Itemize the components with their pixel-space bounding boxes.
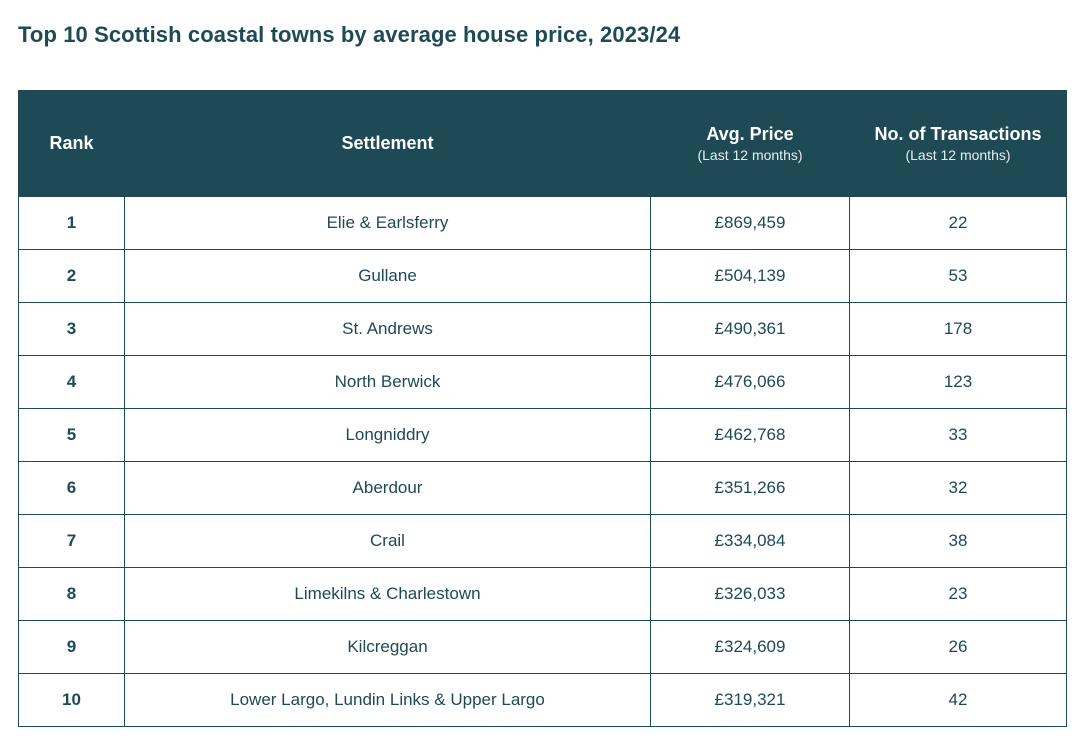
cell-transactions: 22 bbox=[849, 196, 1067, 250]
cell-transactions: 38 bbox=[849, 514, 1067, 568]
cell-avg-price: £351,266 bbox=[650, 461, 850, 515]
cell-settlement: Crail bbox=[124, 514, 651, 568]
header-transactions-sublabel: (Last 12 months) bbox=[905, 147, 1011, 163]
cell-avg-price: £326,033 bbox=[650, 567, 850, 621]
cell-settlement: St. Andrews bbox=[124, 302, 651, 356]
header-avg-price: Avg. Price (Last 12 months) bbox=[650, 90, 850, 197]
cell-rank: 1 bbox=[18, 196, 125, 250]
cell-settlement: Kilcreggan bbox=[124, 620, 651, 674]
cell-transactions: 26 bbox=[849, 620, 1067, 674]
header-avg-price-sublabel: (Last 12 months) bbox=[697, 147, 803, 163]
cell-rank: 7 bbox=[18, 514, 125, 568]
table-row: 1 Elie & Earlsferry £869,459 22 bbox=[18, 196, 1067, 250]
cell-rank: 8 bbox=[18, 567, 125, 621]
cell-settlement: Elie & Earlsferry bbox=[124, 196, 651, 250]
table-body: 1 Elie & Earlsferry £869,459 22 2 Gullane £504… bbox=[18, 196, 1067, 727]
cell-avg-price: £490,361 bbox=[650, 302, 850, 356]
header-row: Rank Settlement Avg. Price (Last 12 mont… bbox=[18, 90, 1067, 197]
cell-rank: 9 bbox=[18, 620, 125, 674]
cell-settlement: Limekilns & Charlestown bbox=[124, 567, 651, 621]
cell-transactions: 23 bbox=[849, 567, 1067, 621]
header-settlement-label: Settlement bbox=[341, 133, 434, 153]
header-avg-price-label: Avg. Price bbox=[706, 124, 794, 144]
cell-transactions: 178 bbox=[849, 302, 1067, 356]
cell-rank: 10 bbox=[18, 673, 125, 727]
cell-avg-price: £869,459 bbox=[650, 196, 850, 250]
cell-transactions: 32 bbox=[849, 461, 1067, 515]
cell-avg-price: £462,768 bbox=[650, 408, 850, 462]
cell-avg-price: £334,084 bbox=[650, 514, 850, 568]
table-row: 2 Gullane £504,139 53 bbox=[18, 249, 1067, 303]
cell-rank: 3 bbox=[18, 302, 125, 356]
table-row: 7 Crail £334,084 38 bbox=[18, 514, 1067, 568]
cell-settlement: Aberdour bbox=[124, 461, 651, 515]
table-row: 5 Longniddry £462,768 33 bbox=[18, 408, 1067, 462]
cell-transactions: 123 bbox=[849, 355, 1067, 409]
cell-settlement: Gullane bbox=[124, 249, 651, 303]
table-header: Rank Settlement Avg. Price (Last 12 mont… bbox=[18, 90, 1067, 197]
cell-rank: 4 bbox=[18, 355, 125, 409]
table-row: 8 Limekilns & Charlestown £326,033 23 bbox=[18, 567, 1067, 621]
cell-avg-price: £319,321 bbox=[650, 673, 850, 727]
cell-settlement: Lower Largo, Lundin Links & Upper Largo bbox=[124, 673, 651, 727]
table-row: 6 Aberdour £351,266 32 bbox=[18, 461, 1067, 515]
chart-title: Top 10 Scottish coastal towns by average… bbox=[18, 22, 681, 47]
cell-transactions: 42 bbox=[849, 673, 1067, 727]
cell-transactions: 53 bbox=[849, 249, 1067, 303]
house-price-table: Rank Settlement Avg. Price (Last 12 mont… bbox=[18, 90, 1067, 727]
cell-avg-price: £324,609 bbox=[650, 620, 850, 674]
table-row: 10 Lower Largo, Lundin Links & Upper Larg… bbox=[18, 673, 1067, 727]
header-rank-label: Rank bbox=[49, 133, 94, 153]
cell-rank: 5 bbox=[18, 408, 125, 462]
cell-settlement: Longniddry bbox=[124, 408, 651, 462]
cell-avg-price: £476,066 bbox=[650, 355, 850, 409]
cell-rank: 6 bbox=[18, 461, 125, 515]
header-rank: Rank bbox=[18, 90, 125, 197]
table-row: 4 North Berwick £476,066 123 bbox=[18, 355, 1067, 409]
cell-settlement: North Berwick bbox=[124, 355, 651, 409]
cell-transactions: 33 bbox=[849, 408, 1067, 462]
cell-avg-price: £504,139 bbox=[650, 249, 850, 303]
table-row: 9 Kilcreggan £324,609 26 bbox=[18, 620, 1067, 674]
header-transactions-label: No. of Transactions bbox=[874, 124, 1042, 144]
header-settlement: Settlement bbox=[124, 90, 651, 197]
table-row: 3 St. Andrews £490,361 178 bbox=[18, 302, 1067, 356]
cell-rank: 2 bbox=[18, 249, 125, 303]
header-transactions: No. of Transactions (Last 12 months) bbox=[849, 90, 1067, 197]
